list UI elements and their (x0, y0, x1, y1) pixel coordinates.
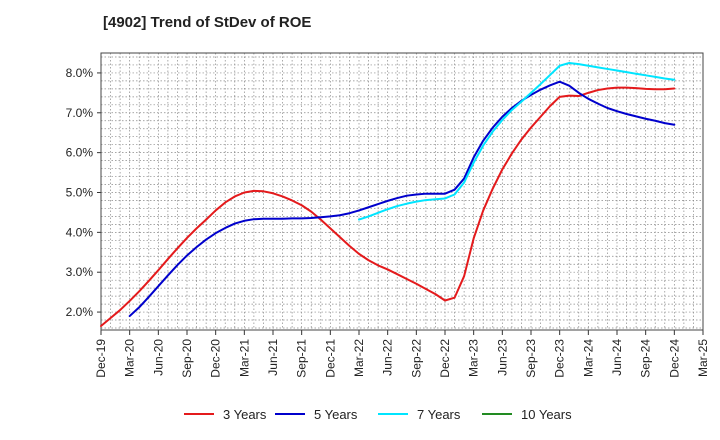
y-tick-label: 3.0% (66, 265, 94, 279)
y-tick-label: 6.0% (66, 146, 94, 160)
x-tick-label: Dec-21 (323, 339, 337, 378)
y-tick-label: 7.0% (66, 106, 94, 120)
y-tick-label: 2.0% (66, 305, 94, 319)
legend-label-7-years: 7 Years (417, 407, 461, 422)
x-tick-label: Dec-24 (667, 339, 681, 378)
x-tick-label: Dec-19 (94, 339, 108, 378)
y-tick-label: 5.0% (66, 185, 94, 199)
x-tick-label: Mar-24 (581, 339, 595, 377)
x-tick-label: Jun-21 (266, 339, 280, 376)
x-tick-label: Sep-20 (180, 339, 194, 378)
legend-label-3-years: 3 Years (223, 407, 267, 422)
x-tick-label: Mar-25 (696, 339, 710, 377)
x-tick-label: Mar-20 (123, 339, 137, 377)
x-tick-label: Mar-21 (237, 339, 251, 377)
x-tick-label: Jun-20 (151, 339, 165, 376)
x-tick-label: Sep-23 (524, 339, 538, 378)
x-tick-label: Jun-23 (495, 339, 509, 376)
x-tick-label: Sep-21 (295, 339, 309, 378)
x-tick-label: Jun-22 (381, 339, 395, 376)
x-tick-label: Dec-23 (553, 339, 567, 378)
x-tick-label: Mar-22 (352, 339, 366, 377)
series-line-3-years (100, 86, 676, 328)
legend-label-5-years: 5 Years (314, 407, 358, 422)
x-tick-label: Mar-23 (467, 339, 481, 377)
y-tick-label: 8.0% (66, 66, 94, 80)
chart-title: [4902] Trend of StDev of ROE (103, 14, 312, 31)
x-tick-label: Sep-22 (409, 339, 423, 378)
plot-area (101, 53, 703, 330)
series-line-5-years (128, 80, 676, 318)
x-tick-label: Dec-20 (209, 339, 223, 378)
series-line-7-years (358, 61, 676, 221)
x-tick-label: Dec-22 (438, 339, 452, 378)
x-tick-label: Sep-24 (639, 339, 653, 378)
legend-label-10-years: 10 Years (521, 407, 572, 422)
x-tick-label: Jun-24 (610, 339, 624, 376)
plot-border (100, 52, 704, 331)
y-tick-label: 4.0% (66, 225, 94, 239)
